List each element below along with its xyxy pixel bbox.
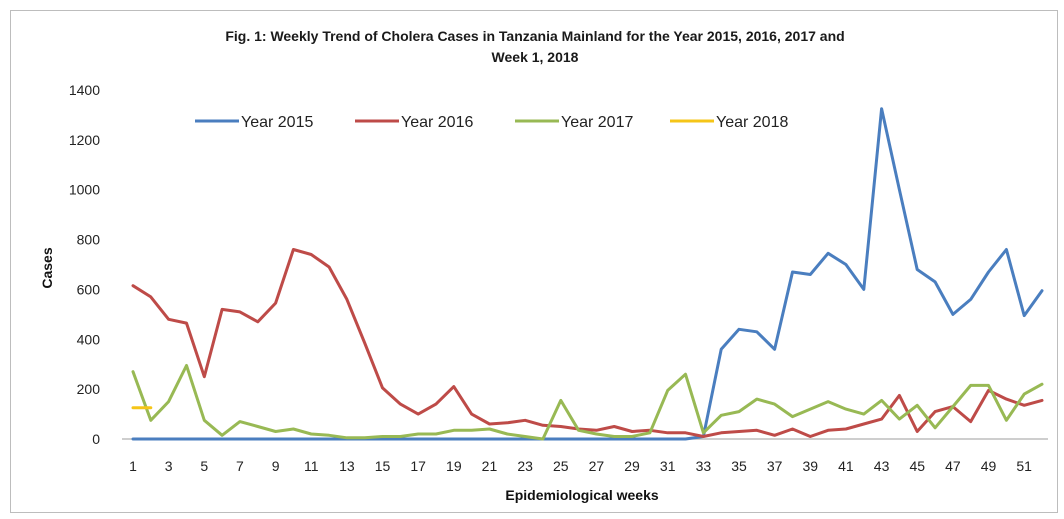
y-tick-label: 1400 <box>69 82 100 98</box>
x-tick-label: 33 <box>696 458 712 474</box>
x-tick-label: 19 <box>446 458 462 474</box>
y-tick-label: 800 <box>77 232 101 248</box>
y-tick-label: 0 <box>92 431 100 447</box>
y-tick-label: 200 <box>77 381 101 397</box>
x-tick-label: 11 <box>304 458 319 474</box>
x-tick-label: 1 <box>129 458 137 474</box>
x-axis-ticks: 1 3 5 7 9 11 13 15 17 19 21 23 25 27 29 31 33 35 37 39 41 43 4… <box>129 458 1032 474</box>
y-tick-label: 1000 <box>69 182 100 198</box>
x-tick-label: 23 <box>517 458 533 474</box>
x-tick-label: 9 <box>272 458 280 474</box>
y-tick-label: 400 <box>77 331 101 347</box>
x-tick-label: 41 <box>838 458 854 474</box>
y-tick-label: 1200 <box>69 132 100 148</box>
chart-title: Fig. 1: Weekly Trend of Cholera Cases in… <box>60 26 1010 68</box>
y-axis-ticks: 0 200 400 600 800 1000 1200 1400 <box>69 82 100 447</box>
x-tick-label: 25 <box>553 458 569 474</box>
x-axis-title: Epidemiological weeks <box>505 487 658 503</box>
x-tick-label: 37 <box>767 458 783 474</box>
series-lines <box>131 107 1044 441</box>
series-line-2 <box>131 248 1044 438</box>
x-tick-label: 7 <box>236 458 244 474</box>
x-tick-label: 35 <box>731 458 747 474</box>
x-tick-label: 3 <box>165 458 173 474</box>
series-line-3 <box>131 364 1044 441</box>
chart-frame <box>10 10 1058 513</box>
x-tick-label: 15 <box>375 458 391 474</box>
legend-label: Year 2016 <box>401 114 473 131</box>
x-tick-label: 43 <box>874 458 890 474</box>
x-tick-label: 29 <box>624 458 640 474</box>
x-tick-label: 21 <box>482 458 498 474</box>
series-line-1 <box>131 107 1044 441</box>
x-tick-label: 27 <box>589 458 605 474</box>
x-tick-label: 5 <box>200 458 208 474</box>
x-tick-label: 51 <box>1016 458 1032 474</box>
x-tick-label: 13 <box>339 458 355 474</box>
legend-label: Year 2017 <box>561 114 633 131</box>
y-tick-label: 600 <box>77 281 101 297</box>
legend: Year 2015 Year 2016 Year 2017 Year 2018 <box>195 114 788 131</box>
x-tick-label: 45 <box>909 458 925 474</box>
x-tick-label: 39 <box>803 458 819 474</box>
legend-label: Year 2015 <box>241 114 313 131</box>
x-tick-label: 47 <box>945 458 961 474</box>
chart-title-line-2: Week 1, 2018 <box>491 49 579 65</box>
x-tick-label: 49 <box>981 458 997 474</box>
y-axis-title: Cases <box>39 247 55 288</box>
chart-title-line-1: Fig. 1: Weekly Trend of Cholera Cases in… <box>225 28 845 44</box>
x-tick-label: 31 <box>660 458 676 474</box>
legend-label: Year 2018 <box>716 114 788 131</box>
x-tick-label: 17 <box>410 458 426 474</box>
